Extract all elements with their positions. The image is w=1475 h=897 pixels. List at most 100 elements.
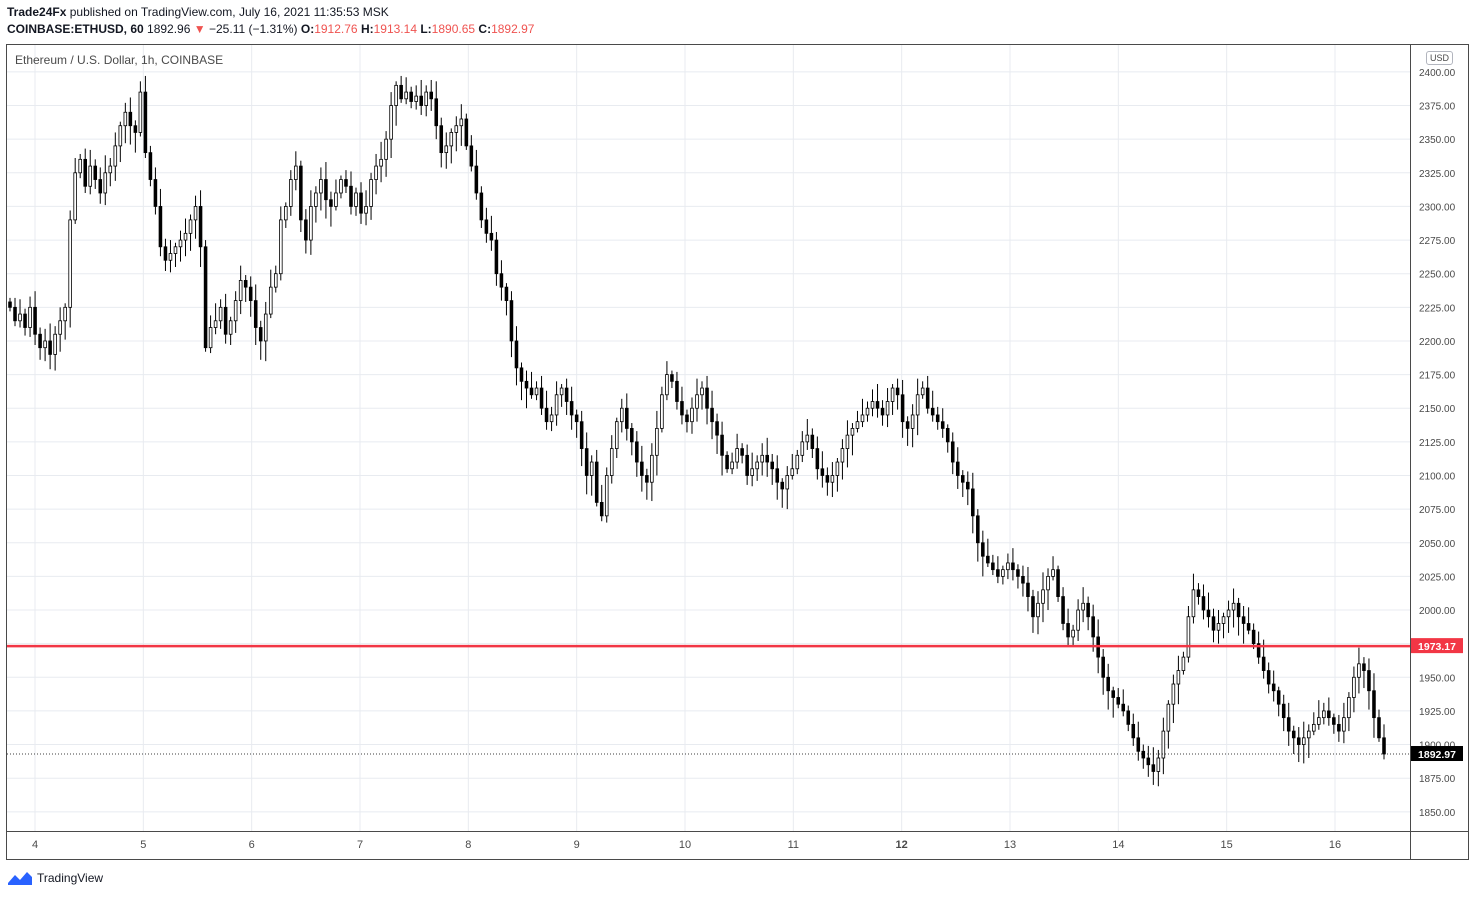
candle-body [930, 407, 935, 416]
candle-body [474, 165, 479, 194]
x-tick-label: 9 [574, 839, 580, 851]
candle [976, 509, 980, 562]
candle-body [1266, 670, 1271, 685]
candle-body [228, 320, 233, 335]
candle-body [780, 481, 785, 490]
candle-body [314, 192, 318, 207]
candle [334, 179, 338, 211]
candle [1006, 553, 1010, 580]
candle [1066, 608, 1070, 646]
candle-body [1121, 703, 1126, 712]
candle [53, 326, 57, 371]
candle [880, 400, 885, 426]
candle-body [895, 387, 900, 396]
candle [509, 291, 514, 358]
candle [1061, 587, 1065, 631]
candle [1031, 589, 1035, 633]
candle [1246, 607, 1251, 635]
candle-body [414, 95, 418, 102]
last-price: 1892.96 [147, 22, 191, 36]
candle-body [835, 461, 840, 476]
candle-body [1367, 670, 1371, 692]
candle [574, 409, 579, 438]
candle-body [534, 387, 539, 396]
candle [1156, 749, 1161, 787]
candle-body [123, 111, 128, 127]
candle-body [284, 206, 288, 221]
candle-body [630, 428, 634, 443]
candle-body [1236, 602, 1241, 618]
candle-body [1061, 596, 1065, 624]
candle-body [1226, 609, 1231, 618]
candle [705, 375, 709, 425]
candle [63, 303, 67, 340]
candle-body [1296, 737, 1301, 745]
y-tick-label: 2325.00 [1419, 169, 1456, 180]
candle [534, 381, 539, 401]
candle-body [1101, 656, 1105, 678]
candle-body [324, 179, 328, 201]
y-tick-label: 2225.00 [1419, 303, 1456, 314]
candle [344, 170, 348, 193]
candle [494, 231, 499, 286]
candle [88, 149, 93, 195]
y-tick-label: 1950.00 [1419, 673, 1456, 684]
candle [1026, 566, 1030, 612]
candle [650, 443, 654, 502]
open-value: 1912.76 [314, 22, 358, 36]
candle-body [273, 273, 278, 288]
candle [148, 145, 153, 187]
author-name[interactable]: Trade24Fx [7, 5, 67, 19]
candle [309, 190, 313, 255]
candle-body [1286, 717, 1291, 732]
candle [820, 451, 825, 488]
candle [319, 167, 323, 211]
candle-body [1256, 643, 1261, 658]
candle-body [1026, 582, 1030, 597]
tradingview-logo[interactable]: TradingView [7, 870, 103, 886]
candle-body [1251, 629, 1256, 645]
candle-body [158, 206, 163, 248]
candle [845, 420, 850, 468]
candle-body [1301, 737, 1306, 745]
candle [915, 378, 920, 436]
x-tick-label: 11 [788, 839, 799, 851]
candle-body [439, 125, 444, 154]
candle-body [945, 428, 950, 443]
candle-body [1146, 757, 1151, 766]
candle-body [289, 179, 293, 207]
candle [419, 79, 423, 115]
candle [113, 132, 118, 181]
candle [268, 269, 273, 319]
candle-body [1021, 575, 1025, 584]
candle [1036, 591, 1040, 635]
candle-body [38, 333, 42, 349]
candle-body [640, 461, 644, 476]
candle [725, 451, 729, 473]
candle-body [369, 179, 373, 207]
candle [740, 443, 744, 464]
candle-body [1312, 723, 1316, 732]
ohlc-bar: COINBASE:ETHUSD, 60 1892.96 ▼ −25.11 (−1… [7, 22, 534, 37]
currency-badge[interactable]: USD [1426, 51, 1454, 65]
candle [1201, 584, 1206, 620]
candle [18, 299, 22, 328]
candle-body [715, 421, 719, 436]
candle-body [700, 387, 704, 396]
candle-body [113, 145, 118, 167]
candle-body [304, 219, 308, 241]
candle-body [218, 306, 223, 322]
candle [1271, 670, 1276, 702]
candle [213, 303, 218, 335]
candle-body [133, 125, 138, 133]
candle-body [655, 428, 659, 456]
candle-body [1347, 697, 1351, 719]
candle [43, 328, 47, 362]
candle [1181, 651, 1186, 675]
candle [444, 132, 449, 169]
candle-body [359, 192, 363, 214]
candle-body [705, 387, 709, 409]
y-tick-label: 2075.00 [1419, 505, 1456, 516]
candle [1101, 649, 1105, 695]
